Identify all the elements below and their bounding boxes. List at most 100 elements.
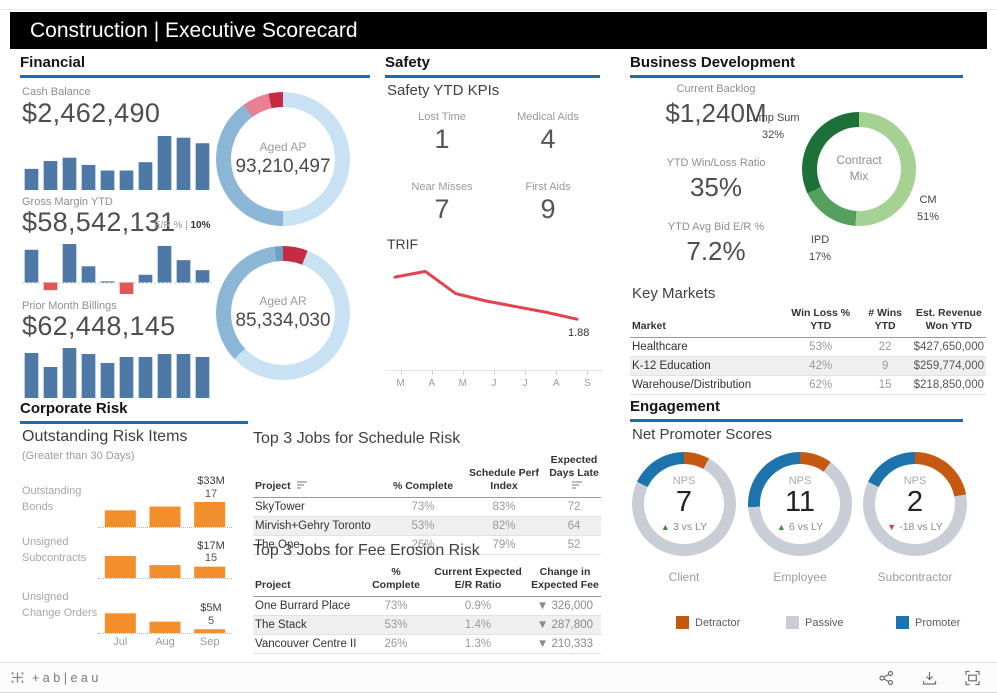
billings-label: Prior Month Billings: [22, 300, 117, 312]
risk-bar-chart[interactable]: [98, 580, 232, 634]
cash-balance-label: Cash Balance: [22, 86, 91, 98]
column-header[interactable]: % Complete: [365, 565, 427, 598]
section-heading-business-development: Business Development: [630, 54, 963, 78]
corporate-risk-section: Corporate Risk Outstanding Risk Items (G…: [20, 400, 612, 660]
kpi-first-aids: First Aids 9: [525, 181, 571, 224]
column-header[interactable]: Est. Revenue Won YTD: [911, 306, 986, 339]
table-row[interactable]: The Stack 53% 1.4% ▼ 287,800: [253, 615, 601, 636]
engagement-section: Engagement Net Promoter Scores NPS 7 ▲ 3 …: [630, 398, 986, 660]
column-header[interactable]: Schedule Perf Index: [461, 453, 547, 499]
share-icon[interactable]: [878, 670, 895, 686]
fee-erosion-title: Top 3 Jobs for Fee Erosion Risk: [253, 542, 480, 559]
tableau-footer: +ab|eau: [0, 662, 997, 692]
legend-item-promoter[interactable]: Promoter: [896, 616, 960, 629]
delta-up-icon: ▲: [776, 521, 786, 532]
financial-section: Financial Cash Balance $2,462,490 Gross …: [20, 54, 370, 400]
table-row[interactable]: The One 26% 79% 52: [253, 535, 601, 556]
kpi-win-loss-ratio: YTD Win/Loss Ratio 35%: [666, 157, 766, 202]
column-header[interactable]: Change in Expected Fee: [529, 565, 601, 598]
schedule-risk-title: Top 3 Jobs for Schedule Risk: [253, 430, 461, 447]
column-header[interactable]: Current Expected E/R Ratio: [427, 565, 529, 598]
nps-gauge-subcontractor[interactable]: NPS 2 ▼ -18 vs LY: [863, 452, 967, 556]
gross-margin-bar-chart[interactable]: [22, 242, 212, 294]
column-header[interactable]: Project: [253, 565, 365, 598]
gauge-category-client: Client: [668, 570, 700, 584]
cash-balance-value: $2,462,490: [22, 98, 161, 128]
table-row[interactable]: Healthcare 53% 22 $427,650,000: [630, 337, 986, 358]
kpi-lost-time: Lost Time 1: [418, 111, 466, 154]
contract-mix-donut[interactable]: Contract Mix: [802, 112, 916, 226]
table-row[interactable]: Mirvish+Gehry Toronto 53% 82% 64: [253, 516, 601, 537]
aged-ar-donut[interactable]: Aged AR 85,334,030: [216, 246, 350, 380]
delta-down-icon: ▼: [887, 521, 897, 532]
legend-item-passive[interactable]: Passive: [786, 616, 844, 629]
business-development-section: Business Development Current Backlog $1,2…: [630, 54, 986, 400]
svg-text:1.88: 1.88: [568, 327, 589, 339]
kpi-current-backlog: Current Backlog $1,240M: [665, 83, 767, 128]
nps-gauge-client[interactable]: NPS 7 ▲ 3 vs LY: [632, 452, 736, 556]
gross-margin-value: $58,542,131: [22, 207, 176, 237]
risk-row-label: Unsigned Subcontracts: [22, 535, 87, 565]
trif-line-chart[interactable]: 1.88: [385, 258, 603, 362]
risk-row-label: Unsigned Change Orders: [22, 590, 98, 620]
download-icon[interactable]: [921, 670, 938, 686]
risk-bar-chart[interactable]: [98, 474, 232, 528]
table-row[interactable]: K-12 Education 42% 9 $259,774,000: [630, 356, 986, 377]
gauge-category-employee: Employee: [773, 570, 827, 584]
detractor-swatch: [676, 616, 689, 629]
column-header[interactable]: Market: [630, 306, 783, 339]
slice-label-ipd: IPD 17%: [808, 234, 832, 263]
section-heading-safety: Safety: [385, 54, 600, 78]
month-tick-label: A: [541, 371, 572, 397]
key-markets-title: Key Markets: [632, 285, 716, 302]
table-row[interactable]: Vancouver Centre II 26% 1.3% ▼ 210,333: [253, 634, 601, 655]
billings-value: $62,448,145: [22, 311, 176, 341]
column-header[interactable]: Win Loss % YTD: [782, 306, 859, 339]
nps-title: Net Promoter Scores: [632, 426, 773, 443]
risk-annotation: $33M 17: [197, 475, 225, 500]
month-tick-label: J: [478, 371, 509, 397]
key-markets-table: Market Win Loss % YTD # Wins YTD Est. Revenue…: [630, 306, 986, 396]
nps-gauge-employee[interactable]: NPS 11 ▲ 6 vs LY: [748, 452, 852, 556]
cash-balance-bar-chart[interactable]: [22, 134, 212, 190]
tableau-mark-icon: [11, 671, 24, 684]
er-percent-label: E/R % | 10%: [154, 220, 211, 231]
passive-swatch: [786, 616, 799, 629]
month-tick-label: S: [572, 371, 603, 397]
kpi-avg-bid-er: YTD Avg Bid E/R % 7.2%: [667, 221, 765, 266]
column-header[interactable]: Expected Days Late: [547, 453, 601, 499]
month-tick-label: Sep: [199, 636, 220, 648]
table-row[interactable]: SkyTower 73% 83% 72: [253, 497, 601, 518]
outstanding-risk-title: Outstanding Risk Items: [22, 428, 188, 445]
month-tick-label: M: [447, 371, 478, 397]
aged-ap-center: Aged AP 93,210,497: [231, 107, 335, 211]
delta-up-icon: ▲: [660, 521, 670, 532]
risk-group-unsigned-change-orders: Unsigned Change Orders $5M 5: [20, 580, 245, 634]
outstanding-risk-subtitle: (Greater than 30 Days): [22, 450, 135, 462]
nps-gauge-subcontractor-center: NPS 2 ▼ -18 vs LY: [875, 464, 955, 544]
tableau-logo[interactable]: +ab|eau: [10, 670, 102, 685]
nps-gauge-client-center: NPS 7 ▲ 3 vs LY: [644, 464, 724, 544]
top-divider: [0, 9, 997, 10]
section-heading-financial: Financial: [20, 54, 370, 78]
aged-ap-donut[interactable]: Aged AP 93,210,497: [216, 92, 350, 226]
table-row[interactable]: Warehouse/Distribution 62% 15 $218,850,000: [630, 375, 986, 396]
column-header[interactable]: % Complete: [385, 453, 461, 499]
risk-bar-chart[interactable]: [98, 525, 232, 579]
billings-bar-chart[interactable]: [22, 346, 212, 398]
nps-gauge-employee-center: NPS 11 ▲ 6 vs LY: [760, 464, 840, 544]
safety-section: Safety Safety YTD KPIs Lost Time 1 Medica…: [385, 54, 609, 400]
slice-label-cm: CM 51%: [916, 194, 940, 223]
column-header[interactable]: Project: [253, 453, 385, 499]
dashboard-title: Construction | Executive Scorecard: [30, 18, 358, 42]
risk-group-outstanding-bonds: Outstanding Bonds $33M 17: [20, 474, 245, 528]
column-header[interactable]: # Wins YTD: [858, 306, 912, 339]
legend-item-detractor[interactable]: Detractor: [676, 616, 740, 629]
fullscreen-icon[interactable]: [964, 670, 981, 686]
risk-annotation: $17M 15: [197, 539, 225, 565]
table-row[interactable]: One Burrard Place 73% 0.9% ▼ 326,000: [253, 596, 601, 617]
month-tick-label: Aug: [155, 636, 175, 648]
month-tick-label: M: [385, 371, 416, 397]
